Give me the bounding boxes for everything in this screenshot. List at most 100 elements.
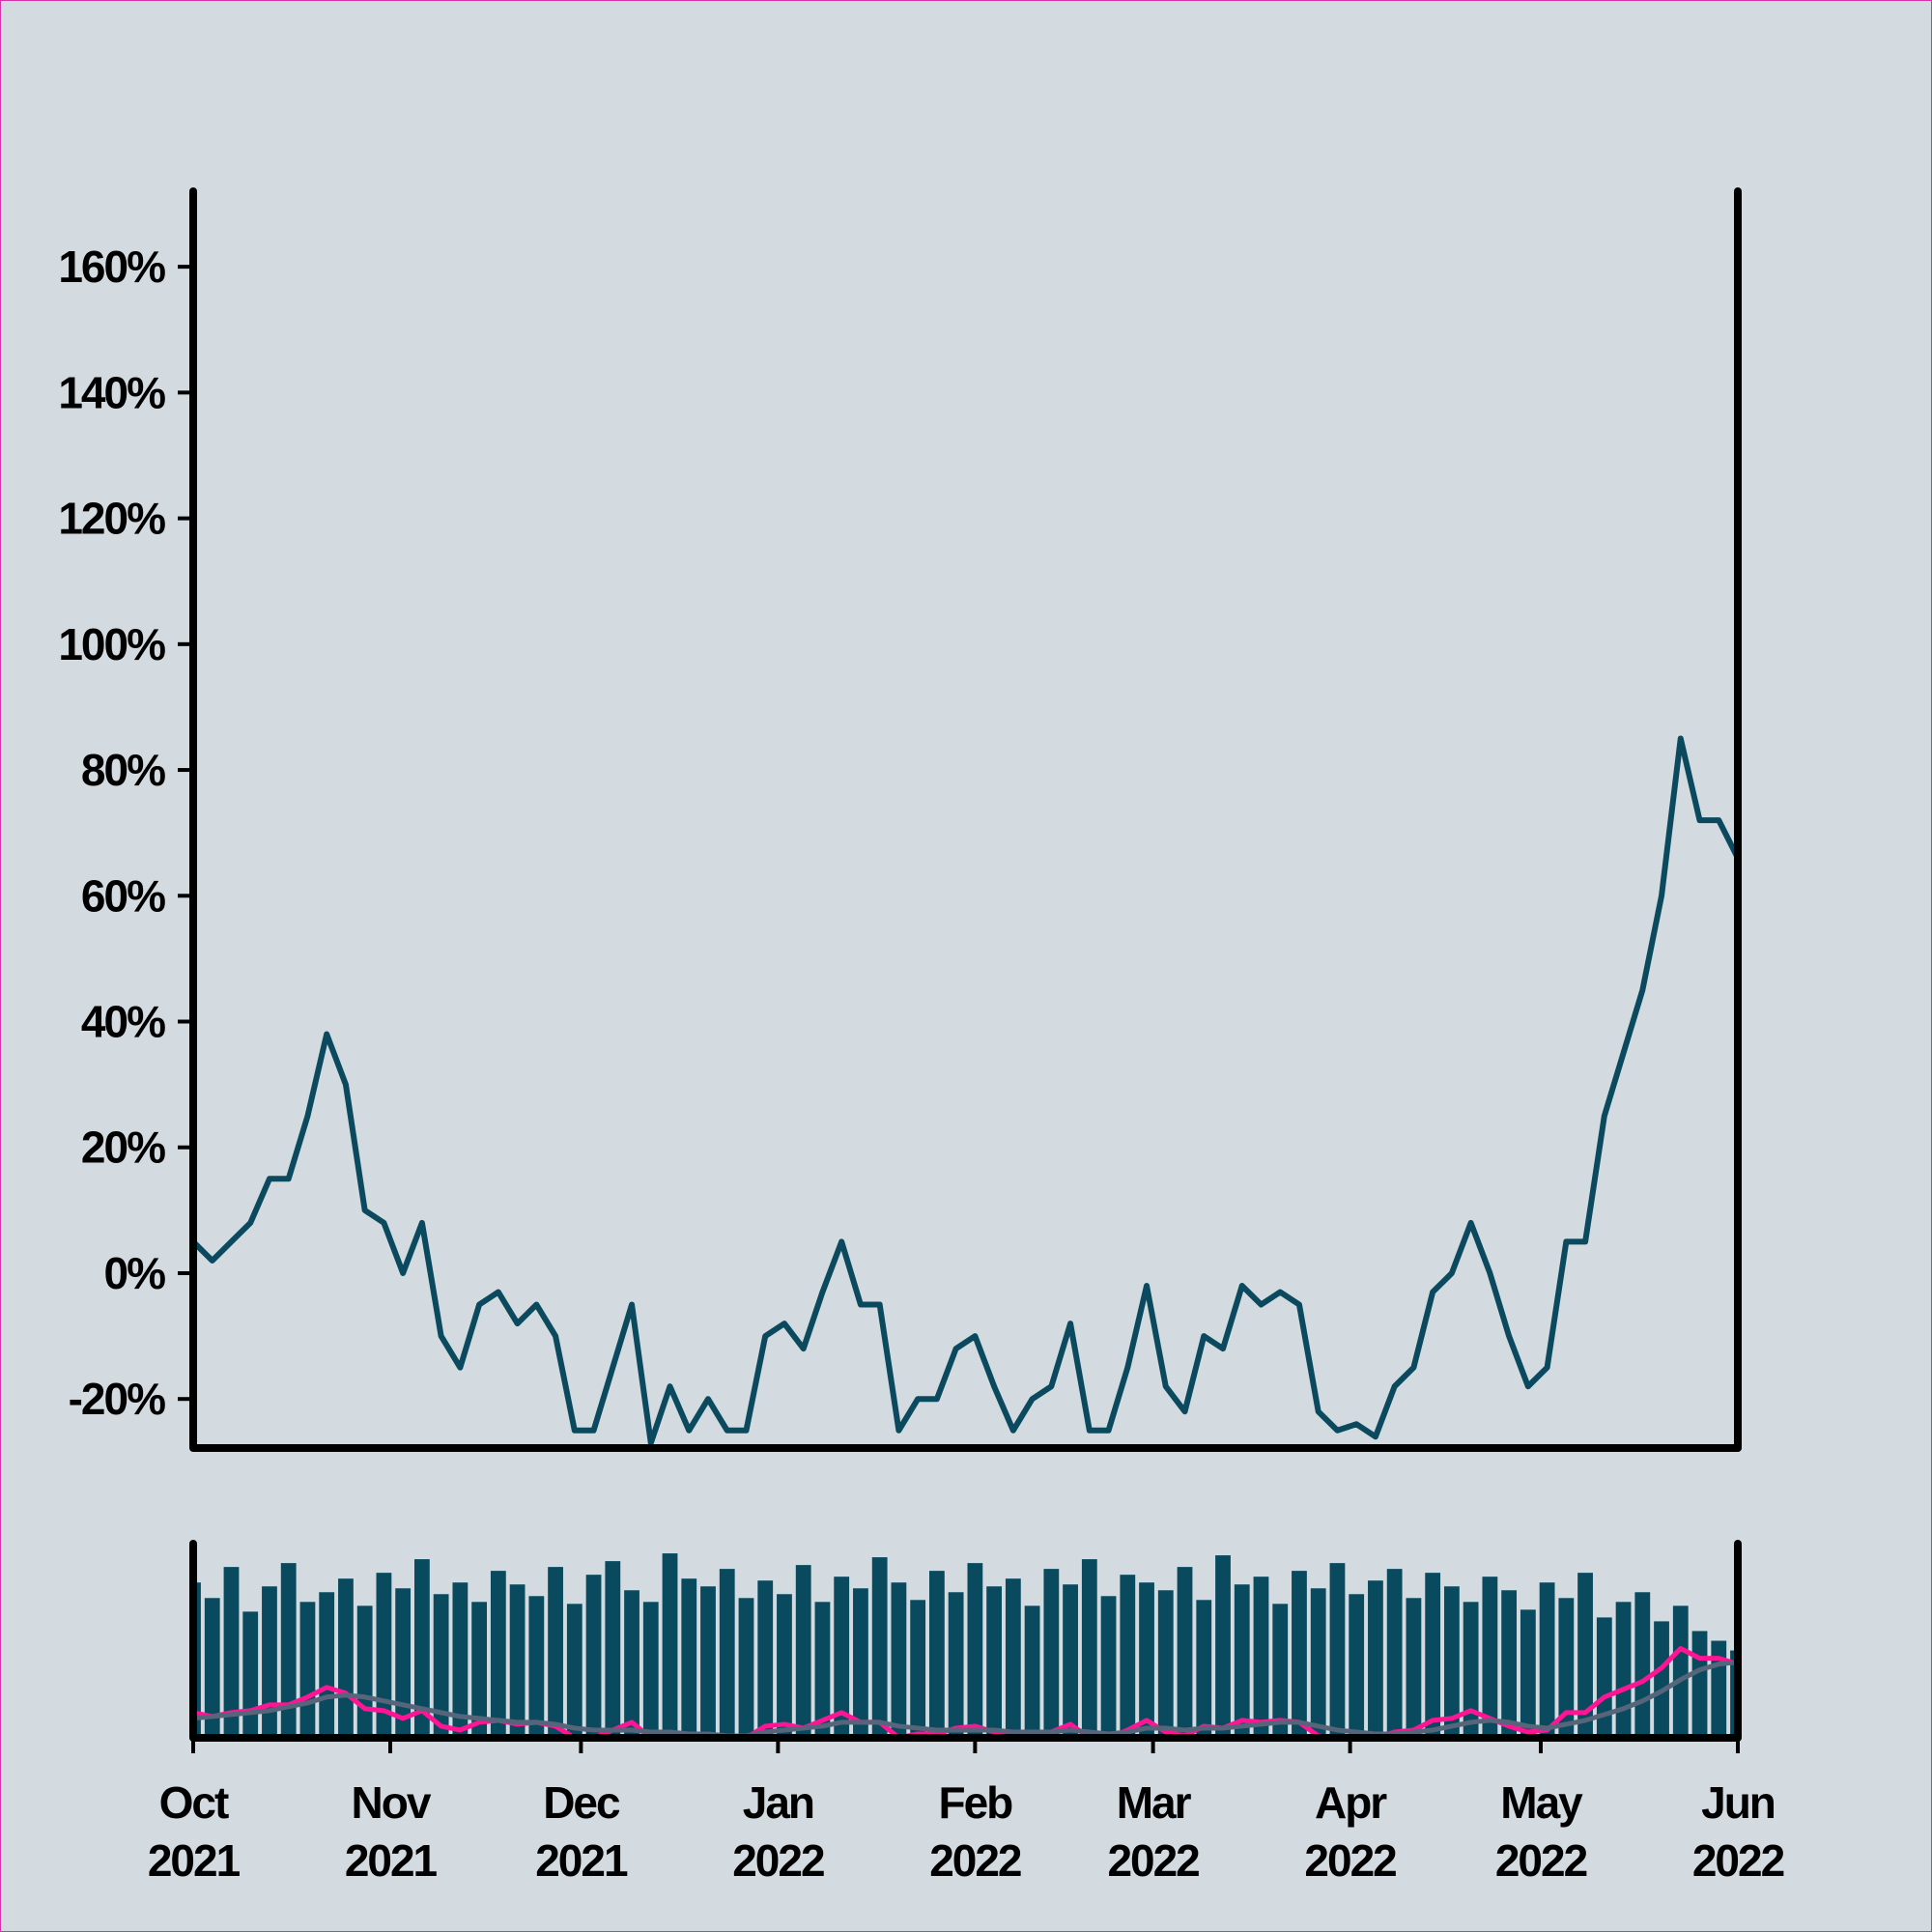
volume-bar xyxy=(1349,1594,1365,1738)
volume-bar xyxy=(605,1561,621,1738)
volume-bar xyxy=(1596,1617,1612,1738)
volume-bar xyxy=(1081,1559,1097,1738)
volume-bar xyxy=(1386,1569,1403,1738)
volume-bar xyxy=(585,1575,602,1738)
price-line xyxy=(193,735,1738,1446)
volume-bar xyxy=(1425,1573,1441,1738)
volume-bar xyxy=(891,1582,907,1738)
volume-bar xyxy=(1463,1602,1479,1738)
volume-bar xyxy=(1234,1584,1250,1738)
volume-bar xyxy=(1292,1571,1307,1738)
volume-bar xyxy=(528,1596,545,1738)
volume-bar xyxy=(853,1588,868,1738)
volume-bar xyxy=(642,1602,659,1738)
volume-bar xyxy=(795,1565,811,1738)
moving-average-line xyxy=(193,1660,1738,1738)
volume-bar xyxy=(1577,1573,1593,1738)
volume-bar xyxy=(1711,1640,1727,1738)
volume-bar xyxy=(1368,1580,1383,1738)
volume-bar xyxy=(1063,1584,1078,1738)
volume-bar xyxy=(433,1594,449,1738)
y-tick-label: 80% xyxy=(81,745,165,795)
x-tick-label: Jun 2022 xyxy=(1692,1777,1784,1886)
volume-bar xyxy=(948,1592,964,1738)
volume-bar xyxy=(1672,1605,1689,1738)
volume-bar xyxy=(1157,1590,1174,1738)
volume-bar xyxy=(1272,1604,1289,1738)
volume-bar xyxy=(242,1611,259,1738)
volume-bar xyxy=(471,1602,488,1738)
moving-average-line xyxy=(193,1646,1738,1738)
volume-bar xyxy=(910,1600,926,1738)
volume-bar xyxy=(681,1578,697,1738)
volume-bar xyxy=(1177,1567,1193,1738)
x-tick-label: Oct 2021 xyxy=(148,1777,241,1886)
x-tick-label: Mar 2022 xyxy=(1107,1777,1199,1886)
volume-bar xyxy=(871,1557,888,1738)
volume-bar xyxy=(1005,1578,1021,1738)
volume-bar xyxy=(834,1577,850,1738)
y-tick-label: 160% xyxy=(58,242,165,292)
volume-bar xyxy=(1443,1586,1460,1738)
y-tick-label: 60% xyxy=(81,870,165,921)
volume-bar xyxy=(204,1598,220,1738)
volume-bar xyxy=(338,1578,354,1738)
x-tick-label: Nov 2021 xyxy=(345,1777,438,1886)
volume-bar xyxy=(1043,1569,1060,1738)
y-tick-label: 0% xyxy=(104,1248,166,1298)
volume-bar xyxy=(280,1563,297,1738)
volume-bar xyxy=(700,1586,716,1738)
x-tick-label: May 2022 xyxy=(1495,1777,1587,1886)
volume-bar xyxy=(757,1580,774,1738)
volume-bar xyxy=(1634,1592,1651,1738)
x-tick-label: Dec 2021 xyxy=(535,1777,628,1886)
volume-bar xyxy=(662,1553,678,1738)
y-tick-label: 20% xyxy=(81,1122,165,1173)
volume-bar xyxy=(928,1571,945,1738)
y-tick-label: -20% xyxy=(69,1374,165,1424)
volume-bar xyxy=(1120,1575,1136,1738)
volume-bar xyxy=(413,1559,430,1738)
volume-bar xyxy=(1520,1609,1536,1738)
volume-bar xyxy=(1501,1590,1518,1738)
volume-bar xyxy=(986,1586,1003,1738)
volume-bar xyxy=(1654,1621,1669,1738)
x-tick-label: Apr 2022 xyxy=(1304,1777,1396,1886)
volume-bar xyxy=(624,1590,639,1738)
volume-bar xyxy=(490,1571,506,1738)
volume-bar xyxy=(1691,1631,1708,1738)
volume-bar xyxy=(223,1567,240,1738)
plot-area xyxy=(193,1553,1738,1738)
volume-bar xyxy=(1406,1598,1422,1738)
volume-bar xyxy=(1100,1596,1117,1738)
volume-bar xyxy=(566,1604,582,1738)
volume-bar xyxy=(1329,1563,1346,1738)
volume-bar xyxy=(1024,1605,1040,1738)
plot-area xyxy=(193,735,1738,1446)
volume-bar xyxy=(1253,1577,1269,1738)
volume-bar xyxy=(777,1594,792,1738)
x-tick-label: Feb 2022 xyxy=(929,1777,1021,1886)
volume-bar xyxy=(319,1592,335,1738)
volume-bar xyxy=(967,1563,983,1738)
volume-bar xyxy=(262,1586,277,1738)
y-tick-label: 40% xyxy=(81,997,165,1047)
volume-bar xyxy=(814,1602,831,1738)
volume-bar xyxy=(1615,1602,1632,1738)
volume-bar xyxy=(1482,1577,1498,1738)
volume-bar xyxy=(1310,1588,1326,1738)
y-tick-label: 140% xyxy=(58,367,165,417)
volume-bar xyxy=(719,1569,735,1738)
y-tick-label: 120% xyxy=(58,494,165,544)
volume-bar xyxy=(299,1602,316,1738)
volume-bar xyxy=(395,1588,412,1738)
volume-bar xyxy=(376,1573,392,1738)
volume-bar xyxy=(1215,1555,1231,1738)
axis-spine xyxy=(189,1540,1742,1742)
volume-bar xyxy=(1558,1598,1575,1738)
volume-bar xyxy=(738,1598,754,1738)
x-tick-label: Jan 2022 xyxy=(732,1777,824,1886)
volume-bar xyxy=(1539,1582,1555,1738)
volume-bar xyxy=(1196,1600,1212,1738)
